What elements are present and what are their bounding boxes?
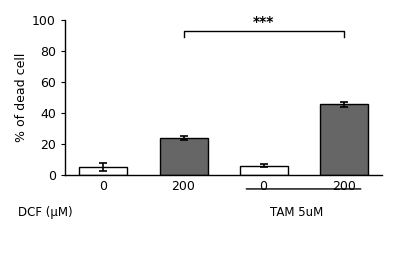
Bar bbox=[239, 166, 287, 175]
Y-axis label: % of dead cell: % of dead cell bbox=[15, 53, 28, 142]
Text: DCF (μM): DCF (μM) bbox=[17, 206, 72, 219]
Bar bbox=[320, 104, 368, 175]
Bar bbox=[79, 167, 127, 175]
Text: TAM 5uM: TAM 5uM bbox=[270, 206, 323, 219]
Text: ***: *** bbox=[253, 15, 274, 29]
Bar bbox=[160, 138, 208, 175]
